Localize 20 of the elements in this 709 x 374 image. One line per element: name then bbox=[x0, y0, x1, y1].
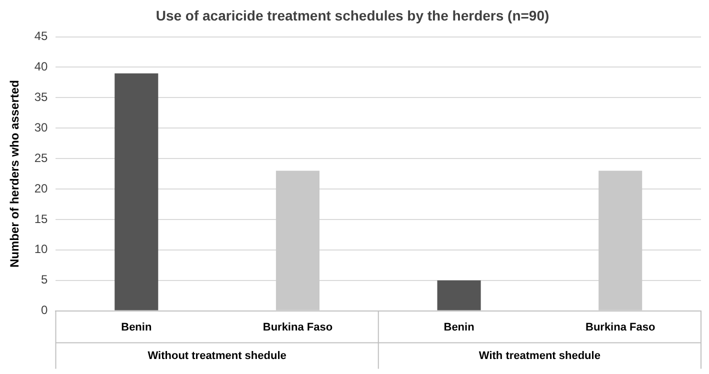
text: Without treatment shedule bbox=[148, 350, 286, 362]
y-axis-title: Number of herders who asserted bbox=[8, 80, 22, 268]
y-tick-label: 20 bbox=[34, 181, 48, 196]
y-tick-label: 0 bbox=[41, 303, 48, 318]
y-tick-label: 35 bbox=[34, 90, 48, 104]
y-tick-label: 40 bbox=[34, 60, 48, 74]
text: With treatment shedule bbox=[478, 350, 600, 362]
y-tick-label: 30 bbox=[34, 120, 48, 134]
y-tick-label: 45 bbox=[34, 29, 48, 44]
x-tick-label: Burkina Faso bbox=[586, 321, 656, 334]
y-tick-label: 15 bbox=[34, 212, 48, 226]
x-tick-label: Benin bbox=[444, 321, 475, 334]
bar bbox=[114, 73, 158, 310]
y-tick-label: 10 bbox=[34, 242, 48, 256]
x-tick-label: Benin bbox=[121, 321, 152, 334]
bar bbox=[437, 280, 481, 310]
chart-title: Use of acaricide treatment schedules by the herders (n=90) bbox=[156, 7, 550, 24]
y-tick-label: 25 bbox=[34, 150, 48, 165]
x-tick-label: Burkina Faso bbox=[262, 321, 333, 334]
y-tick-label: 5 bbox=[41, 272, 48, 287]
